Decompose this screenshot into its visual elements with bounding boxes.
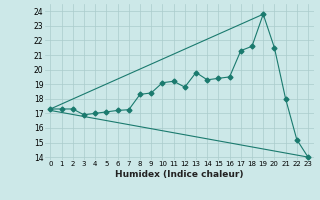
X-axis label: Humidex (Indice chaleur): Humidex (Indice chaleur) bbox=[115, 170, 244, 179]
